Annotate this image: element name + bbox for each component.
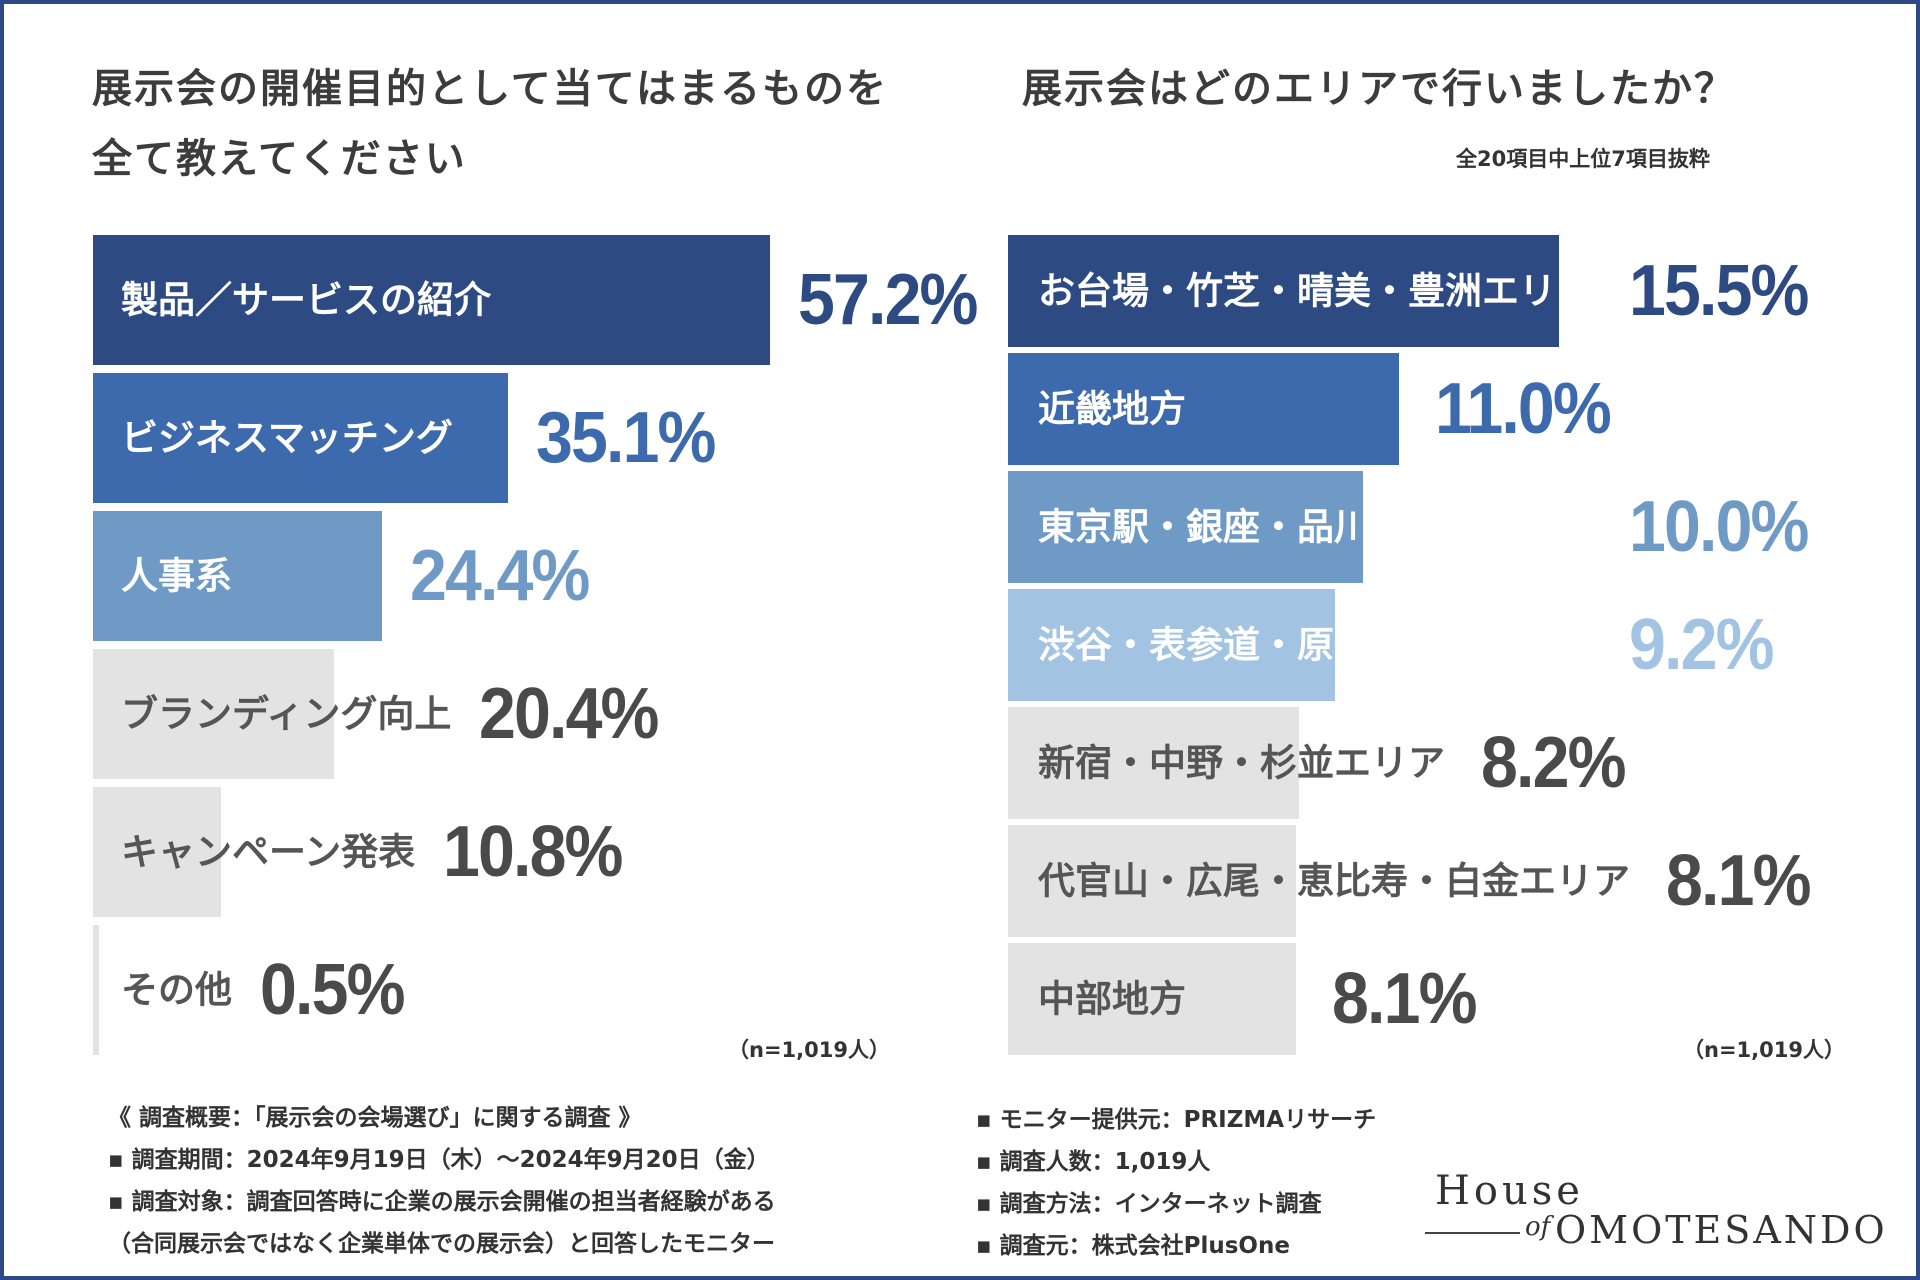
area-bar-label-1: お台場・竹芝・晴美・豊洲エリア [1038, 269, 1593, 313]
area-bar-value-5: 8.2% [1481, 723, 1626, 803]
purpose-bar-value-3: 24.4% [410, 536, 590, 616]
area-bar-label-2: 近畿地方 [1038, 387, 1186, 431]
area-bar-label-5: 新宿・中野・杉並エリア [1038, 741, 1445, 785]
area-bar-4 [1008, 589, 1335, 701]
survey-organizer: ▪ 調査元：株式会社PlusOne [976, 1233, 1290, 1259]
area-bar-chart: お台場・竹芝・晴美・豊洲エリア 15.5% 近畿地方 11.0% 東京駅・銀座・品川・皇… [1008, 235, 1898, 1057]
area-bar-value-4: 9.2% [1629, 605, 1774, 685]
area-bar-label-3: 東京駅・銀座・品川・皇居エリア [1038, 505, 1593, 549]
area-bar-7 [1008, 943, 1296, 1055]
purpose-bar-5 [93, 787, 221, 917]
area-bar-3 [1008, 471, 1363, 583]
purpose-bar-value-6: 0.5% [260, 950, 405, 1030]
left-title-line-1: 展示会の開催目的として当てはまるものを [92, 66, 888, 112]
survey-monitor-provider: ▪ モニター提供元：PRIZMAリサーチ [976, 1107, 1377, 1133]
purpose-bar-chart: 製品／サービスの紹介 57.2% ビジネスマッチング 35.1% 人事系 24.4% ブラン… [93, 235, 978, 1055]
area-bar-2 [1008, 353, 1399, 465]
survey-target: ▪ 調査対象：調査回答時に企業の展示会開催の担当者経験がある [108, 1189, 776, 1215]
area-bar-label-7: 中部地方 [1038, 977, 1186, 1021]
purpose-bar-label-3: 人事系 [121, 554, 232, 598]
right-chart-title: 展示会はどのエリアで行いましたか？ [1022, 66, 1736, 112]
purpose-bar-1 [93, 235, 770, 365]
area-bar-5 [1008, 707, 1299, 819]
house-of-omotesando-logo: House of OMOTESANDO [1425, 1168, 1895, 1258]
survey-respondent-count: ▪ 調査人数：1,019人 [976, 1149, 1211, 1175]
logo-house-text: House [1435, 1168, 1584, 1214]
survey-period: ▪ 調査期間：2024年9月19日（木）～2024年9月20日（金） [108, 1147, 770, 1173]
area-bar-value-3: 10.0% [1629, 487, 1809, 567]
area-bar-label-6: 代官山・広尾・恵比寿・白金エリア [1038, 859, 1630, 903]
purpose-bar-label-2: ビジネスマッチング [121, 416, 453, 460]
purpose-bar-value-4: 20.4% [479, 674, 659, 754]
purpose-bar-value-1: 57.2% [798, 260, 978, 340]
right-chart-note: 全20項目中上位7項目抜粋 [1456, 147, 1710, 171]
logo-rule [1425, 1232, 1520, 1234]
survey-overview-right: ▪ モニター提供元：PRIZMAリサーチ ▪ 調査人数：1,019人 ▪ 調査方… [976, 1099, 1376, 1267]
area-bar-value-6: 8.1% [1666, 841, 1811, 921]
logo-of-text: of [1525, 1212, 1551, 1242]
survey-method: ▪ 調査方法：インターネット調査 [976, 1191, 1322, 1217]
purpose-bar-value-5: 10.8% [443, 812, 623, 892]
logo-omotesando-text: OMOTESANDO [1555, 1208, 1888, 1252]
survey-target-continued: （合同展示会ではなく企業単体での展示会）と回答したモニター [108, 1231, 775, 1257]
purpose-bar-label-4: ブランディング向上 [121, 692, 452, 736]
survey-overview-left: 《 調査概要：「展示会の会場選び」に関する調査 》 ▪ 調査期間：2024年9月… [108, 1097, 776, 1265]
area-bar-label-4: 渋谷・表参道・原宿・青山エリア [1038, 623, 1593, 667]
purpose-bar-label-6: その他 [121, 968, 232, 1012]
purpose-bar-3 [93, 511, 382, 641]
left-title-line-2: 全て教えてください [92, 136, 467, 182]
left-sample-size: （n=1,019人） [728, 1038, 890, 1062]
area-bar-value-7: 8.1% [1332, 959, 1477, 1039]
survey-heading: 《 調査概要：「展示会の会場選び」に関する調査 》 [108, 1105, 642, 1131]
area-bar-value-2: 11.0% [1435, 369, 1612, 449]
area-bar-value-1: 15.5% [1629, 251, 1809, 331]
right-sample-size: （n=1,019人） [1683, 1038, 1845, 1062]
area-bar-6 [1008, 825, 1296, 937]
purpose-bar-label-5: キャンペーン発表 [121, 830, 416, 874]
purpose-bar-value-2: 35.1% [536, 398, 716, 478]
left-chart-title: 展示会の開催目的として当てはまるものを 全て教えてください [92, 54, 888, 194]
purpose-bar-4 [93, 649, 334, 779]
area-bar-1 [1008, 235, 1559, 347]
purpose-bar-2 [93, 373, 508, 503]
purpose-bar-6 [93, 925, 99, 1055]
purpose-bar-label-1: 製品／サービスの紹介 [121, 278, 491, 322]
